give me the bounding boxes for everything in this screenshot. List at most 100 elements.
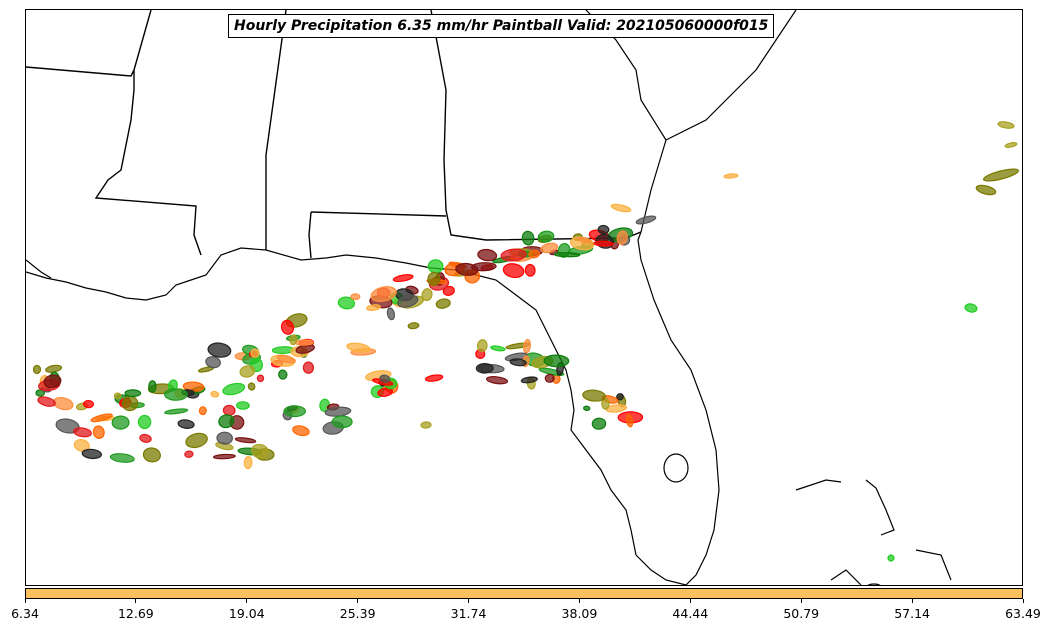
precip-blob <box>421 288 433 302</box>
precip-blob <box>420 421 432 429</box>
precip-blob <box>212 453 236 460</box>
precip-blob <box>500 248 527 262</box>
precip-blob <box>331 415 353 429</box>
precip-blob <box>292 425 310 437</box>
map-canvas <box>26 10 1020 585</box>
precip-blob <box>283 405 306 418</box>
colorbar-tick-label: 50.79 <box>783 606 820 621</box>
precip-blob <box>616 230 628 246</box>
precip-blob <box>139 433 152 443</box>
precip-blob <box>490 345 506 352</box>
precip-blob <box>524 263 536 277</box>
precip-blob <box>583 405 591 412</box>
precip-blob <box>35 389 45 397</box>
precip-blob <box>593 240 614 247</box>
colorbar-tick <box>800 599 802 603</box>
map-panel <box>25 9 1023 586</box>
precip-blob <box>350 293 361 301</box>
precip-blob <box>544 373 555 383</box>
precip-blob <box>256 374 265 383</box>
precip-blob <box>73 427 92 438</box>
colorbar-tick <box>135 599 137 603</box>
precip-blob <box>280 319 295 335</box>
colorbar-tick-label: 63.49 <box>1005 606 1041 621</box>
precip-blob <box>477 248 498 262</box>
precip-blob <box>427 259 444 274</box>
precip-blob <box>164 408 189 415</box>
precip-blob <box>379 374 391 383</box>
precip-blob <box>37 396 56 407</box>
precip-blob <box>616 393 624 401</box>
precip-blob <box>386 307 396 321</box>
precipitation-paintballs <box>32 121 1020 562</box>
precip-blob <box>521 230 535 246</box>
precip-blob <box>370 286 397 303</box>
precip-blob <box>982 168 1020 182</box>
precip-blob <box>964 303 978 313</box>
map-title: Hourly Precipitation 6.35 mm/hr Paintbal… <box>228 14 775 38</box>
precip-blob <box>366 304 381 312</box>
precip-blob <box>222 382 246 396</box>
precip-blob <box>109 453 135 463</box>
precip-blob <box>164 388 188 401</box>
colorbar-tick <box>24 599 26 603</box>
precip-blob <box>239 365 256 378</box>
precip-blob <box>471 262 497 272</box>
precip-blob <box>635 215 657 225</box>
precip-blob <box>207 342 232 358</box>
precip-blob <box>337 296 356 310</box>
precip-blob <box>236 401 250 410</box>
colorbar-tick <box>1022 599 1024 603</box>
colorbar-tick-label: 44.44 <box>672 606 709 621</box>
precip-blob <box>278 369 288 380</box>
precip-blob <box>424 374 444 382</box>
precip-blob <box>397 294 419 308</box>
colorbar-tick <box>246 599 248 603</box>
precip-blob <box>177 419 195 429</box>
precip-blob <box>435 298 451 309</box>
precip-blob <box>887 554 895 562</box>
colorbar-tick-label: 6.34 <box>11 606 39 621</box>
precip-blob <box>553 252 581 258</box>
precip-blob <box>577 236 592 244</box>
colorbar-tick <box>357 599 359 603</box>
precip-blob <box>485 376 509 385</box>
precip-blob <box>591 417 607 430</box>
precip-blob <box>302 361 315 374</box>
precip-blob <box>427 271 441 287</box>
precip-blob <box>43 374 62 389</box>
colorbar-tick-label: 31.74 <box>450 606 487 621</box>
precip-blob <box>250 443 270 459</box>
colorbar <box>25 588 1023 599</box>
precip-blob <box>289 334 298 346</box>
colorbar-tick <box>911 599 913 603</box>
precip-blob <box>216 431 233 445</box>
precip-blob <box>137 414 152 430</box>
colorbar-tick-label: 12.69 <box>117 606 154 621</box>
precip-blob <box>377 387 394 397</box>
precip-blob <box>124 389 142 398</box>
precip-blob <box>234 437 257 444</box>
precip-blob <box>247 382 256 391</box>
colorbar-tick-label: 25.39 <box>339 606 376 621</box>
precip-blob <box>205 356 221 369</box>
colorbar-tick <box>689 599 691 603</box>
precip-blob <box>610 203 632 213</box>
precip-blob <box>597 224 610 235</box>
precip-blob <box>476 339 488 353</box>
precip-blob <box>1004 142 1018 148</box>
precip-blob <box>543 354 570 368</box>
colorbar-tick <box>578 599 580 603</box>
precip-blob <box>520 376 538 384</box>
precip-blob <box>222 404 236 416</box>
precip-blob <box>723 173 739 179</box>
coastline <box>26 10 952 585</box>
precip-blob <box>142 447 161 463</box>
precip-blob <box>243 456 253 470</box>
precip-blob <box>210 390 220 398</box>
precip-blob <box>975 184 997 196</box>
precip-blob <box>625 413 634 428</box>
precip-blob <box>582 389 606 402</box>
precip-blob <box>111 415 130 430</box>
precip-blob <box>83 399 94 409</box>
